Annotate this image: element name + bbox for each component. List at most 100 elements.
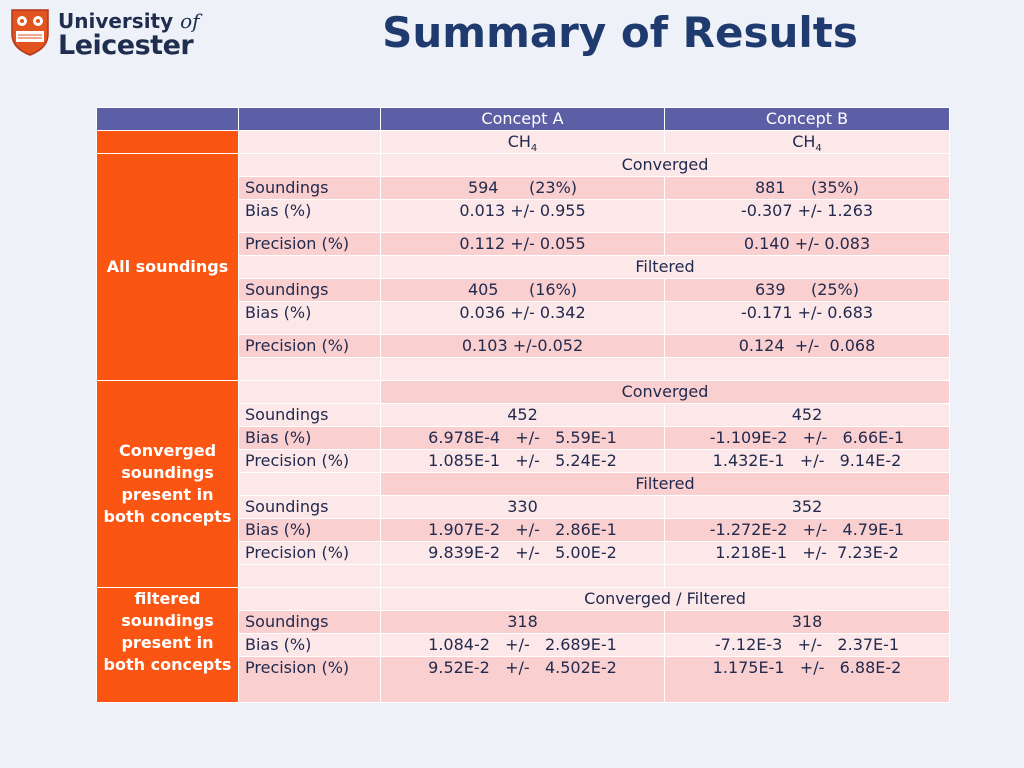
value-b: 639 (25%) [664, 278, 950, 302]
row-label: Soundings [238, 176, 381, 200]
value-b: -0.307 +/- 1.263 [664, 199, 950, 233]
section-label-cell [238, 380, 381, 404]
section-title: Converged [380, 153, 950, 177]
row-label: Precision (%) [238, 449, 381, 473]
section-title: Filtered [380, 472, 950, 496]
group-label: filtered soundings present in both conce… [96, 587, 239, 703]
species-b: CH4 [664, 130, 950, 154]
university-logo: University of Leicester [10, 6, 220, 61]
value-a: 452 [380, 403, 665, 427]
row-label: Precision (%) [238, 541, 381, 565]
value-b: -7.12E-3 +/- 2.37E-1 [664, 633, 950, 657]
value-b: -1.109E-2 +/- 6.66E-1 [664, 426, 950, 450]
value-a: 0.036 +/- 0.342 [380, 301, 665, 335]
spacer-cell [664, 357, 950, 381]
row-label: Bias (%) [238, 199, 381, 233]
section-title-row: Filtered [97, 472, 950, 496]
spacer-cell [238, 357, 381, 381]
row-label: Precision (%) [238, 334, 381, 358]
value-b: 0.140 +/- 0.083 [664, 232, 950, 256]
table-row: Soundings 318 318 [97, 610, 950, 634]
logo-leicester-text: Leicester [58, 30, 194, 61]
row-label: Bias (%) [238, 518, 381, 542]
species-row: CH4 CH4 [96, 130, 950, 154]
section-title: Filtered [380, 255, 950, 279]
crest-shield-icon [11, 9, 49, 56]
spacer-cell [664, 564, 950, 588]
value-b: 318 [664, 610, 950, 634]
value-b: 1.175E-1 +/- 6.88E-2 [664, 656, 950, 703]
section-label-cell [238, 255, 381, 279]
table-row: Bias (%) 1.907E-2 +/- 2.86E-1 -1.272E-2 … [97, 518, 950, 542]
row-label: Soundings [238, 403, 381, 427]
table-row: Bias (%) 1.084-2 +/- 2.689E-1 -7.12E-3 +… [97, 633, 950, 657]
spacer-row [97, 357, 950, 381]
section-title: Converged / Filtered [380, 587, 950, 611]
table-row: Precision (%) 9.52E-2 +/- 4.502E-2 1.175… [97, 656, 950, 703]
table-row: Precision (%) 0.112 +/- 0.055 0.140 +/- … [97, 232, 950, 256]
row-label: Soundings [238, 278, 381, 302]
group-label: All soundings [96, 153, 239, 381]
spacer-cell [380, 357, 665, 381]
section-title: Converged [380, 380, 950, 404]
value-a: 0.112 +/- 0.055 [380, 232, 665, 256]
page-title: Summary of Results [382, 8, 858, 57]
table-row: Soundings 452 452 [97, 403, 950, 427]
logo-university-text: University of [58, 9, 200, 33]
section-label-cell [238, 472, 381, 496]
value-a: 1.907E-2 +/- 2.86E-1 [380, 518, 665, 542]
logo-of-text: of [180, 9, 200, 33]
value-a: 594 (23%) [380, 176, 665, 200]
row-label: Bias (%) [238, 426, 381, 450]
row-label: Bias (%) [238, 633, 381, 657]
row-label: Soundings [238, 610, 381, 634]
group-label: Converged soundings present in both conc… [96, 380, 239, 588]
header-empty-cell [238, 107, 381, 131]
value-b: 452 [664, 403, 950, 427]
table-row: Bias (%) 6.978E-4 +/- 5.59E-1 -1.109E-2 … [97, 426, 950, 450]
section-title-row: filtered soundings present in both conce… [96, 587, 950, 703]
value-b: 881 (35%) [664, 176, 950, 200]
section-title-row: All soundings Converged [96, 153, 950, 381]
row-label: Precision (%) [238, 232, 381, 256]
value-a: 0.103 +/-0.052 [380, 334, 665, 358]
section-label-cell [238, 153, 381, 177]
spacer-cell [380, 564, 665, 588]
row-label: Bias (%) [238, 301, 381, 335]
value-b: -1.272E-2 +/- 4.79E-1 [664, 518, 950, 542]
value-a: 9.839E-2 +/- 5.00E-2 [380, 541, 665, 565]
header-concept-b: Concept B [664, 107, 950, 131]
table-row: Bias (%) 0.036 +/- 0.342 -0.171 +/- 0.68… [97, 301, 950, 335]
header-empty-cell [96, 107, 239, 131]
value-a: 0.013 +/- 0.955 [380, 199, 665, 233]
value-b: 0.124 +/- 0.068 [664, 334, 950, 358]
value-a: 1.084-2 +/- 2.689E-1 [380, 633, 665, 657]
species-a: CH4 [380, 130, 665, 154]
results-table: Concept A Concept B CH4 CH4 All sounding… [96, 107, 950, 703]
row-label: Precision (%) [238, 656, 381, 703]
table-row: Bias (%) 0.013 +/- 0.955 -0.307 +/- 1.26… [97, 199, 950, 233]
section-title-row: Converged soundings present in both conc… [96, 380, 950, 588]
species-group-cell [96, 130, 239, 154]
section-label-cell [238, 587, 381, 611]
value-a: 9.52E-2 +/- 4.502E-2 [380, 656, 665, 703]
table-row: Precision (%) 0.103 +/-0.052 0.124 +/- 0… [97, 334, 950, 358]
value-a: 405 (16%) [380, 278, 665, 302]
table-row: Precision (%) 1.085E-1 +/- 5.24E-2 1.432… [97, 449, 950, 473]
value-a: 318 [380, 610, 665, 634]
species-label-cell [238, 130, 381, 154]
table-header-row: Concept A Concept B [96, 107, 950, 131]
value-a: 1.085E-1 +/- 5.24E-2 [380, 449, 665, 473]
value-b: -0.171 +/- 0.683 [664, 301, 950, 335]
table-row: Soundings 330 352 [97, 495, 950, 519]
table-row: Precision (%) 9.839E-2 +/- 5.00E-2 1.218… [97, 541, 950, 565]
value-b: 352 [664, 495, 950, 519]
row-label: Soundings [238, 495, 381, 519]
value-b: 1.218E-1 +/- 7.23E-2 [664, 541, 950, 565]
value-b: 1.432E-1 +/- 9.14E-2 [664, 449, 950, 473]
header-concept-a: Concept A [380, 107, 665, 131]
spacer-cell [238, 564, 381, 588]
value-a: 330 [380, 495, 665, 519]
spacer-row [97, 564, 950, 588]
value-a: 6.978E-4 +/- 5.59E-1 [380, 426, 665, 450]
